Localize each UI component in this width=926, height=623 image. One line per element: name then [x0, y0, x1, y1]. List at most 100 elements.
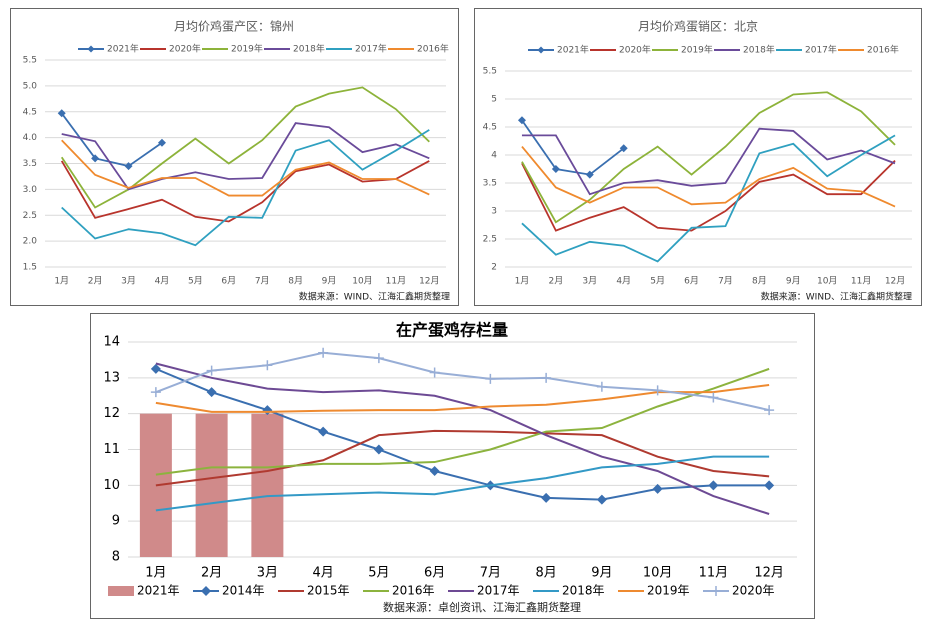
- legend-label: 2018年: [293, 43, 325, 55]
- legend-label: 2019年: [231, 43, 263, 55]
- marker: [318, 426, 329, 437]
- legend-label: 2018年: [562, 584, 605, 598]
- series-line: [61, 139, 430, 197]
- y-tick-label: 2.5: [23, 211, 37, 221]
- x-tick-label: 4月: [616, 276, 631, 287]
- series-line: [61, 122, 430, 191]
- marker: [201, 586, 211, 596]
- y-tick-label: 4: [491, 151, 497, 161]
- x-tick-label: 1月: [145, 566, 166, 581]
- marker: [652, 483, 663, 494]
- x-tick-label: 10月: [643, 566, 673, 581]
- legend-label: 2016年: [392, 584, 435, 598]
- y-tick-label: 4.0: [23, 133, 38, 143]
- marker: [150, 387, 161, 398]
- y-tick-label: 14: [103, 335, 120, 350]
- marker: [708, 392, 719, 403]
- series-line: [521, 119, 625, 176]
- x-tick-label: 5月: [188, 276, 203, 287]
- x-tick-label: 4月: [155, 276, 170, 287]
- marker: [91, 154, 100, 163]
- series-line: [61, 129, 430, 247]
- x-tick-label: 3月: [121, 276, 136, 287]
- marker: [157, 138, 166, 147]
- marker: [262, 360, 273, 371]
- x-tick-label: 8月: [535, 566, 556, 581]
- series-line: [521, 146, 896, 208]
- legend-label: 2021年: [137, 584, 180, 598]
- legend-label: 2020年: [169, 43, 201, 55]
- x-tick-label: 2月: [549, 276, 564, 287]
- y-tick-label: 2: [491, 263, 497, 273]
- legend-label: 2019年: [647, 584, 690, 598]
- x-tick-label: 12月: [754, 566, 784, 581]
- chart-title: 在产蛋鸡存栏量: [396, 321, 508, 340]
- legend-label: 2016年: [417, 43, 449, 55]
- x-tick-label: 12月: [885, 276, 905, 287]
- x-tick-label: 11月: [851, 276, 871, 287]
- series-line: [60, 160, 430, 223]
- y-tick-label: 2.0: [23, 237, 38, 247]
- source-note: 数据来源：WIND、江海汇鑫期货整理: [761, 291, 912, 303]
- marker: [764, 480, 775, 491]
- x-tick-label: 8月: [288, 276, 303, 287]
- marker: [87, 45, 95, 53]
- x-tick-label: 5月: [368, 566, 389, 581]
- x-tick-label: 9月: [786, 276, 801, 287]
- marker: [708, 480, 719, 491]
- legend-label: 2020年: [619, 44, 651, 56]
- legend-label: 2017年: [805, 44, 837, 56]
- x-tick-label: 11月: [386, 276, 406, 287]
- chart-frame: [474, 8, 922, 306]
- series-line: [521, 159, 896, 232]
- x-tick-label: 6月: [424, 566, 445, 581]
- series-line: [60, 112, 163, 168]
- y-tick-label: 9: [112, 514, 120, 529]
- y-tick-label: 13: [103, 370, 120, 385]
- source-note: 数据来源：卓创资讯、江海汇鑫期货整理: [383, 600, 581, 614]
- y-tick-label: 10: [103, 478, 120, 493]
- legend-label: 2021年: [107, 43, 139, 55]
- series-line: [155, 367, 770, 501]
- x-tick-label: 2月: [88, 276, 103, 287]
- series-line: [521, 134, 896, 263]
- marker: [596, 381, 607, 392]
- x-tick-label: 7月: [718, 276, 733, 287]
- marker: [206, 387, 217, 398]
- x-tick-label: 5月: [650, 276, 665, 287]
- marker: [57, 109, 66, 118]
- marker: [429, 466, 440, 476]
- legend-label: 2021年: [557, 44, 589, 56]
- x-tick-label: 6月: [684, 276, 699, 287]
- marker: [619, 144, 628, 153]
- marker: [206, 365, 217, 376]
- source-note: 数据来源：WIND、江海汇鑫期货整理: [299, 291, 450, 303]
- y-tick-label: 3.5: [23, 159, 37, 169]
- y-tick-label: 3.0: [23, 185, 38, 195]
- legend-label: 2020年: [732, 584, 775, 598]
- marker: [652, 385, 663, 396]
- series-line: [155, 362, 770, 515]
- x-tick-label: 10月: [817, 276, 837, 287]
- marker: [150, 363, 161, 374]
- x-tick-label: 7月: [480, 566, 501, 581]
- x-tick-label: 8月: [752, 276, 767, 287]
- legend-label: 2019年: [681, 44, 713, 56]
- y-tick-label: 4.5: [23, 107, 37, 117]
- marker: [711, 586, 721, 596]
- series-line: [155, 429, 770, 487]
- marker: [764, 405, 775, 416]
- legend-label: 2016年: [867, 44, 899, 56]
- x-tick-label: 6月: [221, 276, 236, 287]
- legend-label: 2018年: [743, 44, 775, 56]
- marker: [373, 353, 384, 364]
- marker: [551, 165, 560, 173]
- marker: [429, 367, 440, 378]
- marker: [541, 492, 552, 503]
- chart-title: 月均价鸡蛋销区：北京: [638, 19, 758, 34]
- chart-title: 月均价鸡蛋产区：锦州: [174, 19, 294, 34]
- series-line: [155, 351, 770, 412]
- marker: [596, 494, 607, 505]
- y-tick-label: 5.0: [23, 81, 38, 91]
